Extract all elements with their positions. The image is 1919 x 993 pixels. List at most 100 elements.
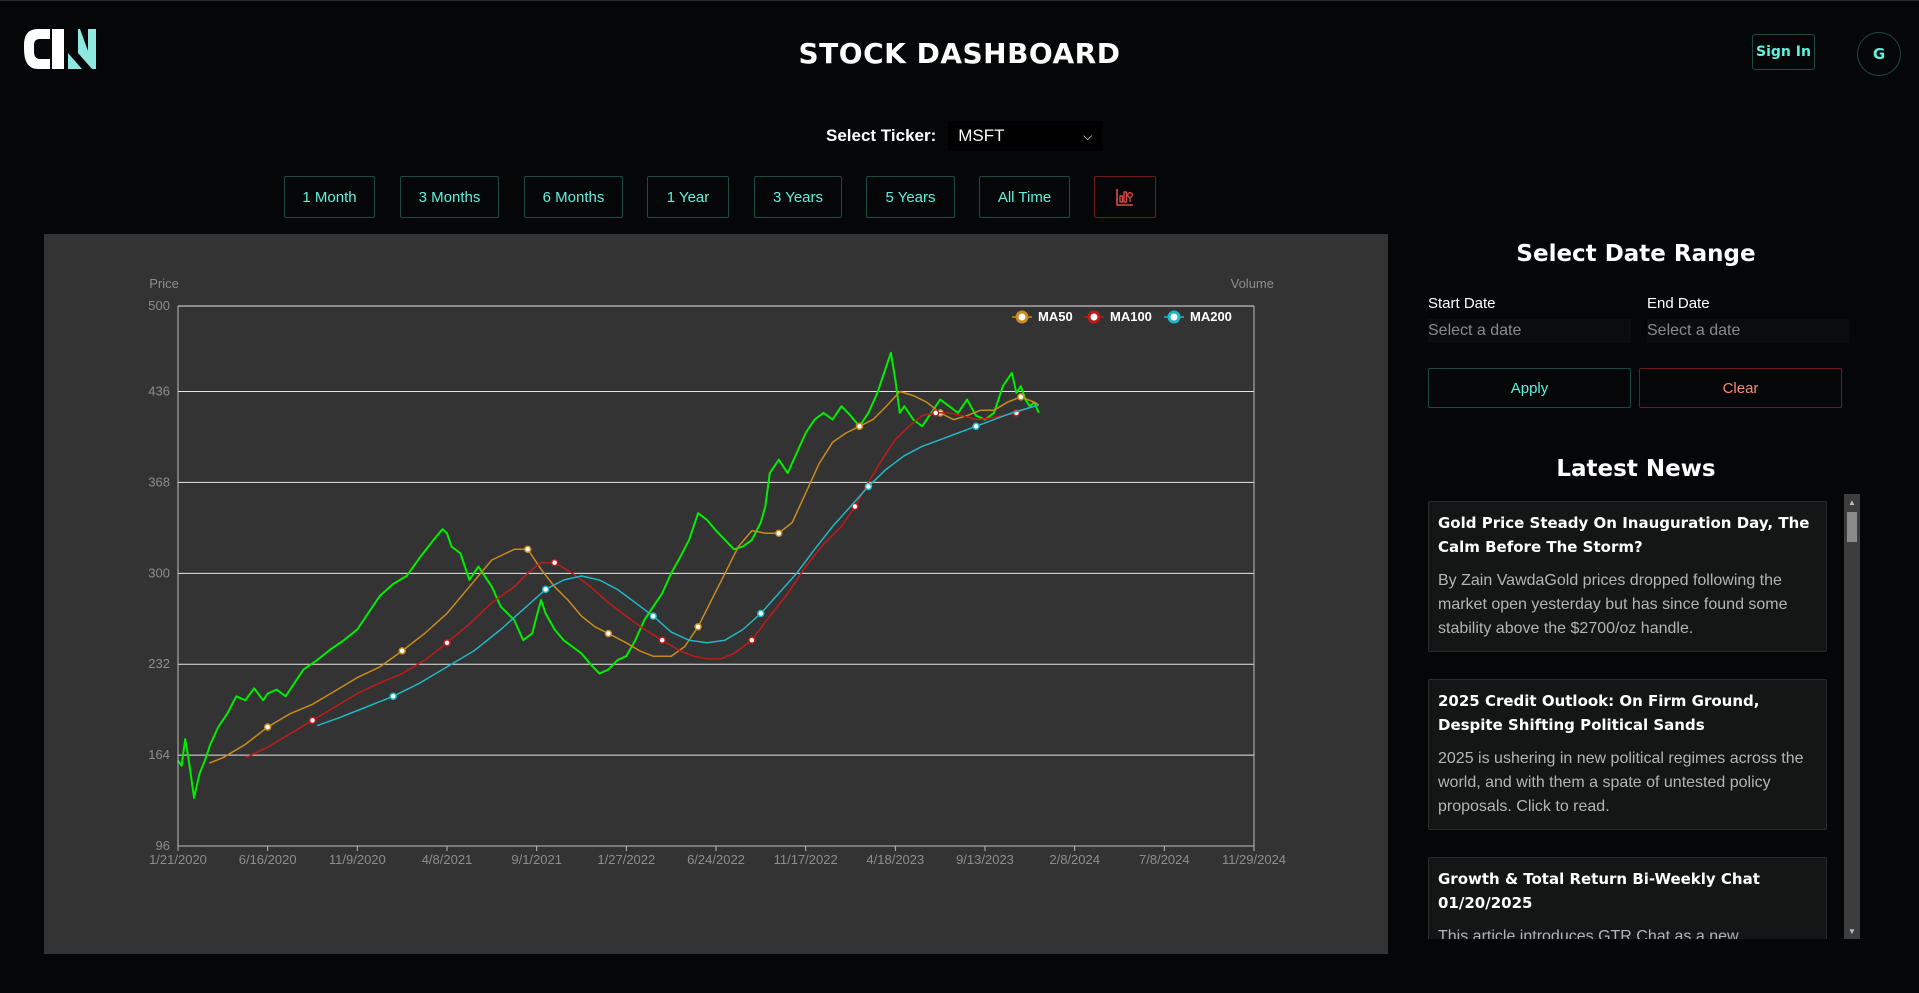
brand-logo[interactable] — [20, 23, 116, 79]
chart-axes: 96 164 232 300 368 436 500 1/21/2020 6/16/2020 11… — [148, 276, 1286, 867]
news-item[interactable]: Gold Price Steady On Inauguration Day, T… — [1428, 501, 1827, 652]
stock-price-chart[interactable]: 96 164 232 300 368 436 500 1/21/2020 6/16/2020 11… — [44, 234, 1388, 954]
range-6-months-button[interactable]: 6 Months — [524, 176, 623, 218]
legend-swatch-ma100 — [1087, 310, 1101, 324]
series-point-ma100 — [931, 409, 940, 417]
page-title: STOCK DASHBOARD — [798, 37, 1121, 70]
chart-grid — [178, 305, 1254, 756]
x-tick-label: 1/21/2020 — [149, 852, 207, 867]
chevron-down-icon: ⌵ — [1083, 128, 1093, 143]
series-point-ma100 — [550, 558, 559, 567]
x-tick-label: 11/17/2022 — [774, 852, 838, 867]
series-point-ma50 — [263, 723, 272, 731]
range-1-year-button[interactable]: 1 Year — [647, 176, 729, 218]
scrollbar-thumb[interactable] — [1847, 512, 1857, 542]
x-tick-label: 9/13/2023 — [956, 852, 1014, 867]
news-item-summary: By Zain VawdaGold prices dropped followi… — [1438, 572, 1788, 637]
news-item-summary: 2025 is ushering in new political regime… — [1438, 750, 1804, 815]
range-3-months-button[interactable]: 3 Months — [400, 176, 499, 218]
series-point-ma200 — [864, 482, 873, 491]
news-list[interactable]: Gold Price Steady On Inauguration Day, T… — [1428, 501, 1828, 939]
series-point-ma200 — [649, 612, 657, 620]
logo-icon — [24, 29, 96, 69]
legend-swatch-ma50 — [1015, 310, 1029, 324]
start-date-label: Start Date — [1428, 295, 1496, 312]
ticker-select[interactable]: MSFT ⌵ — [948, 121, 1103, 151]
x-tick-label: 1/27/2022 — [597, 852, 655, 867]
y-tick-label: 500 — [148, 298, 170, 313]
x-tick-label: 7/8/2024 — [1139, 852, 1190, 867]
news-title: Latest News — [1556, 456, 1716, 482]
news-item[interactable]: Growth & Total Return Bi-Weekly Chat 01/… — [1428, 857, 1827, 939]
series-point-ma50 — [1017, 393, 1025, 401]
end-date-label: End Date — [1647, 295, 1710, 312]
series-point-ma50 — [855, 422, 864, 431]
y-tick-label: 436 — [148, 384, 170, 399]
series-line-ma50 — [209, 390, 1040, 764]
ticker-selected-value: MSFT — [958, 126, 1005, 145]
date-range-title: Select Date Range — [1516, 241, 1756, 267]
y-axis-title: Price — [149, 276, 179, 291]
series-point-ma100 — [658, 636, 666, 644]
series-point-ma50 — [523, 545, 532, 554]
y-tick-label: 164 — [148, 747, 170, 762]
scroll-up-arrow-icon[interactable]: ▲ — [1848, 497, 1856, 507]
chart-settings-icon — [1116, 189, 1133, 206]
series-point-ma200 — [972, 422, 980, 431]
series-point-ma50 — [398, 647, 406, 655]
chart-indicator-toggle-button[interactable] — [1094, 176, 1156, 218]
news-scrollbar[interactable]: ▲ ▼ — [1844, 494, 1860, 939]
range-3-years-button[interactable]: 3 Years — [754, 176, 842, 218]
series-point-ma100 — [851, 502, 859, 511]
x-tick-label: 9/1/2021 — [511, 852, 562, 867]
x-tick-label: 2/8/2024 — [1049, 852, 1100, 867]
series-point-ma200 — [389, 692, 397, 701]
y2-axis-title: Volume — [1231, 276, 1274, 291]
x-tick-label: 6/16/2020 — [239, 852, 297, 867]
news-item-title[interactable]: 2025 Credit Outlook: On Firm Ground, Des… — [1438, 692, 1760, 734]
series-line-ma200 — [316, 404, 1040, 727]
range-1-month-button[interactable]: 1 Month — [284, 176, 375, 218]
news-item[interactable]: 2025 Credit Outlook: On Firm Ground, Des… — [1428, 679, 1827, 830]
ticker-label: Select Ticker: — [826, 126, 937, 145]
legend-label-ma100: MA100 — [1110, 309, 1152, 324]
x-tick-label: 11/9/2020 — [329, 852, 386, 867]
legend-label-ma50: MA50 — [1038, 309, 1073, 324]
series-point-ma100 — [308, 716, 317, 725]
x-tick-label: 6/24/2022 — [687, 852, 745, 867]
series-point-ma50 — [694, 623, 702, 631]
series-point-ma100 — [443, 639, 451, 647]
y-tick-label: 368 — [148, 474, 170, 489]
series-point-ma50 — [775, 529, 783, 537]
series-line-price — [177, 351, 1040, 799]
news-item-title[interactable]: Growth & Total Return Bi-Weekly Chat 01/… — [1438, 870, 1760, 912]
stock-chart-panel: 96 164 232 300 368 436 500 1/21/2020 6/16/2020 11… — [44, 234, 1388, 954]
news-item-title[interactable]: Gold Price Steady On Inauguration Day, T… — [1438, 514, 1810, 556]
clear-button[interactable]: Clear — [1639, 368, 1842, 408]
series-line-ma100 — [244, 404, 1040, 759]
chart-legend[interactable]: MA50 MA100 MA200 — [1012, 309, 1232, 324]
legend-swatch-ma200 — [1167, 310, 1181, 324]
x-tick-label: 4/18/2023 — [866, 852, 924, 867]
y-tick-label: 96 — [156, 838, 170, 853]
ticker-selector-row: Select Ticker: MSFT ⌵ — [826, 121, 1103, 151]
y-tick-label: 300 — [148, 565, 170, 580]
sign-in-button[interactable]: Sign In — [1752, 34, 1815, 70]
scroll-down-arrow-icon[interactable]: ▼ — [1848, 926, 1856, 936]
legend-label-ma200: MA200 — [1190, 309, 1232, 324]
chart-series — [177, 351, 1040, 799]
range-all-time-button[interactable]: All Time — [979, 176, 1070, 218]
avatar[interactable]: G — [1857, 32, 1901, 76]
start-date-input[interactable] — [1428, 319, 1631, 343]
x-tick-label: 11/29/2024 — [1222, 852, 1286, 867]
y-tick-label: 232 — [148, 656, 170, 671]
series-point-ma200 — [541, 585, 550, 594]
range-5-years-button[interactable]: 5 Years — [866, 176, 955, 218]
end-date-input[interactable] — [1647, 319, 1850, 343]
series-point-ma200 — [757, 609, 765, 618]
x-tick-label: 4/8/2021 — [422, 852, 473, 867]
series-point-ma50 — [604, 629, 613, 638]
news-item-summary: This article introduces GTR Chat as a ne… — [1438, 928, 1739, 939]
apply-button[interactable]: Apply — [1428, 368, 1631, 408]
series-point-ma100 — [748, 636, 756, 644]
